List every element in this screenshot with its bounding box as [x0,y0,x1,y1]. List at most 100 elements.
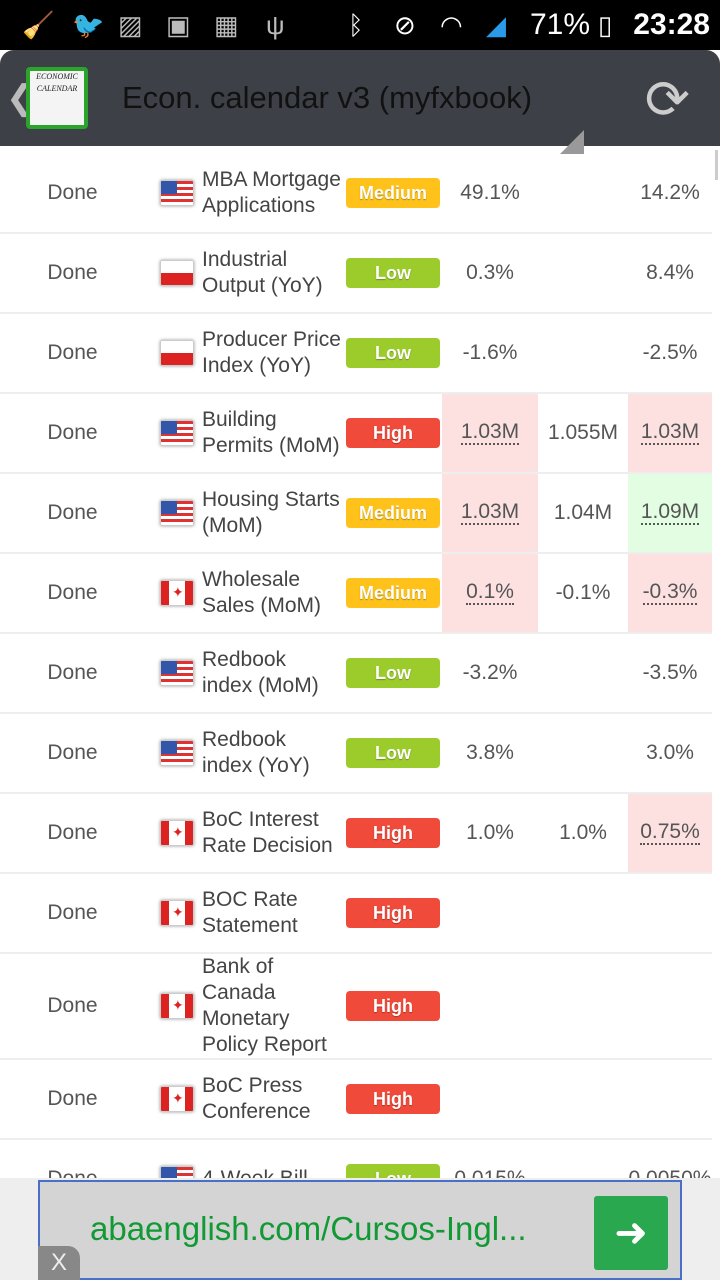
impact-badge: Medium [346,578,440,608]
previous-cell [628,1060,712,1138]
actual-cell [442,874,538,952]
previous-value[interactable]: 1.03M [640,420,700,445]
table-row[interactable]: Done Bank of Canada Monetary Policy Repo… [0,954,712,1060]
table-row[interactable]: Done BoC Interest Rate Decision High 1.0… [0,794,712,874]
ad-box[interactable]: abaenglish.com/Cursos-Ingl... ➜ [38,1180,682,1280]
cleaner-icon: 🧹 [22,10,55,40]
actual-value[interactable]: 0.1% [466,580,514,605]
event-cell: BOC Rate Statement [202,874,342,952]
status-cell: Done [20,1060,125,1138]
actual-cell: 0.3% [442,234,538,312]
status-text: Done [47,341,98,364]
forecast-cell [538,154,628,232]
flag-cell [158,954,196,1058]
app-title[interactable]: Econ. calendar v3 (myfxbook) [122,80,533,115]
event-name: BOC Rate Statement [202,888,298,937]
actual-cell: 1.0% [442,794,538,872]
previous-value: 8.4% [646,261,694,284]
actual-cell: 0.1% [442,554,538,632]
table-row[interactable]: Done BoC Press Conference High [0,1060,712,1140]
impact-badge: High [346,991,440,1021]
flag-us-icon [160,420,194,446]
event-name: Redbook index (YoY) [202,728,310,777]
flag-pl-icon [160,340,194,366]
event-name: Producer Price Index (YoY) [202,328,341,377]
table-row[interactable]: Done Industrial Output (YoY) Low 0.3% 8.… [0,234,712,314]
event-cell: BoC Press Conference [202,1060,342,1138]
previous-value[interactable]: 1.09M [640,500,700,525]
flag-us-icon [160,740,194,766]
status-cell: Done [20,474,125,552]
close-ad-button[interactable]: X [38,1246,80,1280]
battery-icon: ▯ [598,10,613,40]
event-cell: Building Permits (MoM) [202,394,342,472]
impact-cell: Low [346,314,440,392]
wifi-icon: ◠ [440,10,463,40]
table-row[interactable]: Done Redbook index (YoY) Low 3.8% 3.0% [0,714,712,794]
app-bar: ❮ ECONOMIC CALENDAR Econ. calendar v3 (m… [0,50,720,154]
event-cell: Producer Price Index (YoY) [202,314,342,392]
sync-icon: ▣ [166,10,191,40]
actual-cell: 3.8% [442,714,538,792]
refresh-icon[interactable]: ⟳ [644,70,690,130]
actual-cell: -3.2% [442,634,538,712]
previous-cell [628,874,712,952]
ad-text[interactable]: abaenglish.com/Cursos-Ingl... [90,1210,527,1247]
image-icon: ▨ [118,10,143,40]
flag-ca-icon [160,993,194,1019]
previous-value[interactable]: 0.75% [640,820,700,845]
impact-cell: Medium [346,154,440,232]
flag-us-icon [160,180,194,206]
flag-cell [158,634,196,712]
scrollbar[interactable] [715,150,718,180]
actual-value: 0.3% [466,261,514,284]
event-name: Building Permits (MoM) [202,408,340,457]
forecast-cell [538,634,628,712]
table-row[interactable]: Done Wholesale Sales (MoM) Medium 0.1% -… [0,554,712,634]
actual-value[interactable]: 1.03M [460,500,520,525]
impact-cell: Medium [346,474,440,552]
flag-cell [158,314,196,392]
previous-cell: 0.75% [628,794,712,872]
forecast-value: 1.04M [553,501,613,524]
flag-ca-icon [160,1086,194,1112]
impact-badge: High [346,818,440,848]
impact-badge: Medium [346,178,440,208]
dropdown-indicator-icon[interactable] [560,130,584,154]
table-row[interactable]: Done MBA Mortgage Applications Medium 49… [0,154,712,234]
status-cell: Done [20,714,125,792]
actual-value[interactable]: 1.03M [460,420,520,445]
event-cell: Redbook index (YoY) [202,714,342,792]
previous-value: -2.5% [642,341,698,364]
forecast-cell [538,954,628,1058]
event-cell: Redbook index (MoM) [202,634,342,712]
forecast-cell [538,874,628,952]
flag-cell [158,474,196,552]
forecast-cell [538,1060,628,1138]
table-row[interactable]: Done BOC Rate Statement High [0,874,712,954]
impact-cell: High [346,954,440,1058]
arrow-right-icon[interactable]: ➜ [594,1196,668,1270]
status-text: Done [47,501,98,524]
table-row[interactable]: Done Building Permits (MoM) High 1.03M 1… [0,394,712,474]
status-text: Done [47,181,98,204]
previous-value[interactable]: -0.3% [642,580,698,605]
table-row[interactable]: Done Producer Price Index (YoY) Low -1.6… [0,314,712,394]
status-cell: Done [20,874,125,952]
impact-badge: Low [346,258,440,288]
screen-icon: ▦ [214,10,239,40]
flag-cell [158,794,196,872]
table-row[interactable]: Done Redbook index (MoM) Low -3.2% -3.5% [0,634,712,714]
impact-badge: Low [346,658,440,688]
impact-badge: Medium [346,498,440,528]
battery-level: 71% [529,8,590,41]
status-bar: 🧹 🐦 ▨ ▣ ▦ ψ ᛒ ⊘ ◠ ◢ 71% ▯ 23:28 [0,0,720,50]
status-text: Done [47,821,98,844]
forecast-cell [538,314,628,392]
actual-value: -3.2% [462,661,518,684]
app-logo[interactable]: ECONOMIC CALENDAR [26,67,88,129]
actual-cell [442,1060,538,1138]
table-row[interactable]: Done Housing Starts (MoM) Medium 1.03M 1… [0,474,712,554]
flag-ca-icon [160,820,194,846]
previous-value: 3.0% [646,741,694,764]
